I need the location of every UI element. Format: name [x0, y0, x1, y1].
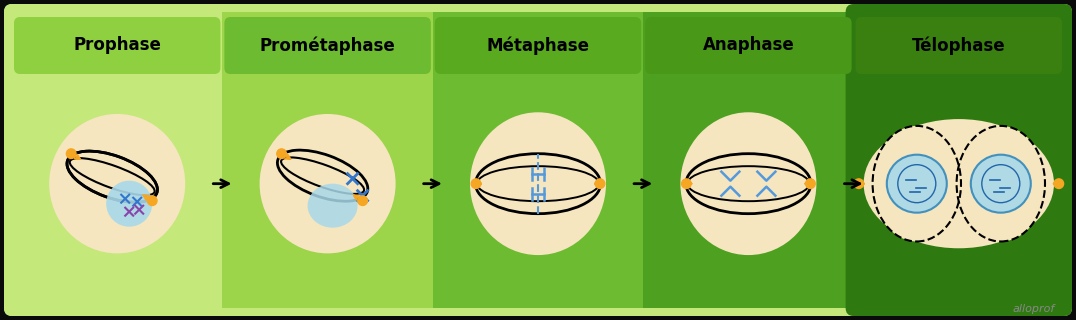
Circle shape — [277, 149, 286, 158]
FancyBboxPatch shape — [4, 4, 230, 316]
Circle shape — [595, 179, 605, 188]
Ellipse shape — [864, 119, 1054, 248]
Circle shape — [147, 196, 157, 205]
Circle shape — [681, 179, 691, 188]
Ellipse shape — [680, 112, 817, 255]
Bar — [433, 12, 643, 308]
Ellipse shape — [957, 126, 1045, 242]
Circle shape — [471, 179, 481, 188]
Circle shape — [358, 196, 367, 205]
Ellipse shape — [308, 184, 357, 228]
Ellipse shape — [971, 155, 1031, 213]
FancyBboxPatch shape — [14, 17, 221, 74]
Ellipse shape — [887, 155, 947, 213]
Circle shape — [806, 179, 816, 188]
Bar — [643, 12, 853, 308]
Ellipse shape — [470, 112, 606, 255]
Circle shape — [854, 179, 864, 188]
Ellipse shape — [49, 114, 185, 253]
Ellipse shape — [873, 126, 961, 242]
Ellipse shape — [259, 114, 396, 253]
Text: Métaphase: Métaphase — [486, 36, 590, 55]
Text: Anaphase: Anaphase — [703, 36, 794, 54]
FancyBboxPatch shape — [435, 17, 641, 74]
Text: Prophase: Prophase — [73, 36, 161, 54]
Circle shape — [1054, 179, 1063, 188]
Text: Télophase: Télophase — [912, 36, 1006, 55]
FancyBboxPatch shape — [225, 17, 430, 74]
FancyBboxPatch shape — [855, 17, 1062, 74]
Ellipse shape — [107, 181, 152, 227]
Text: Prométaphase: Prométaphase — [259, 36, 396, 55]
FancyBboxPatch shape — [4, 4, 1072, 316]
Bar — [223, 12, 433, 308]
Circle shape — [67, 149, 76, 158]
FancyBboxPatch shape — [846, 4, 1072, 316]
Text: alloprof: alloprof — [1013, 304, 1054, 314]
FancyBboxPatch shape — [646, 17, 851, 74]
